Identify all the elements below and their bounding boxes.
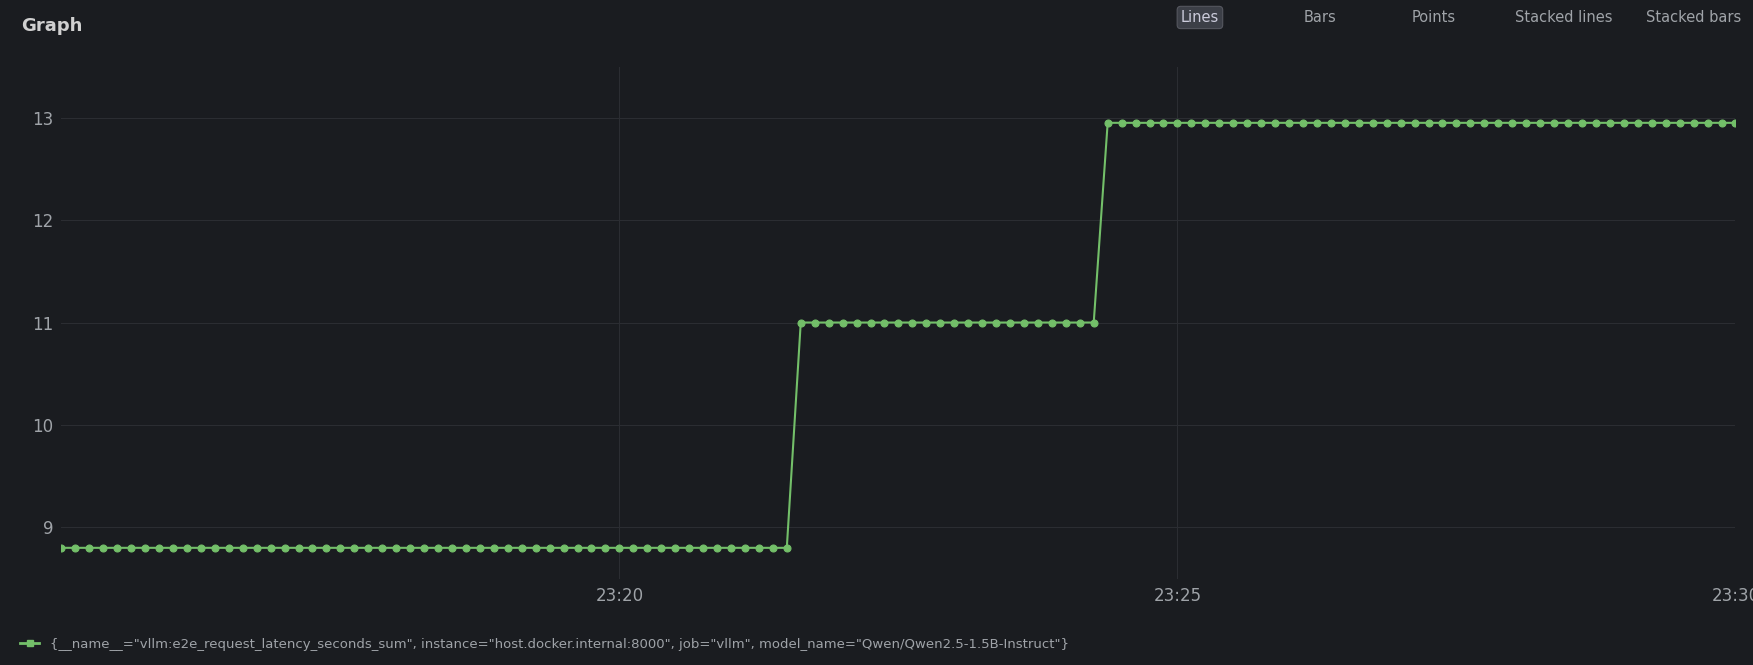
Text: Stacked bars: Stacked bars bbox=[1646, 10, 1741, 25]
Text: Graph: Graph bbox=[21, 17, 82, 35]
Text: Stacked lines: Stacked lines bbox=[1515, 10, 1613, 25]
Legend: {__name__="vllm:e2e_request_latency_seconds_sum", instance="host.docker.internal: {__name__="vllm:e2e_request_latency_seco… bbox=[14, 633, 1075, 656]
Text: Bars: Bars bbox=[1304, 10, 1336, 25]
Text: Lines: Lines bbox=[1182, 10, 1218, 25]
Text: Points: Points bbox=[1411, 10, 1457, 25]
